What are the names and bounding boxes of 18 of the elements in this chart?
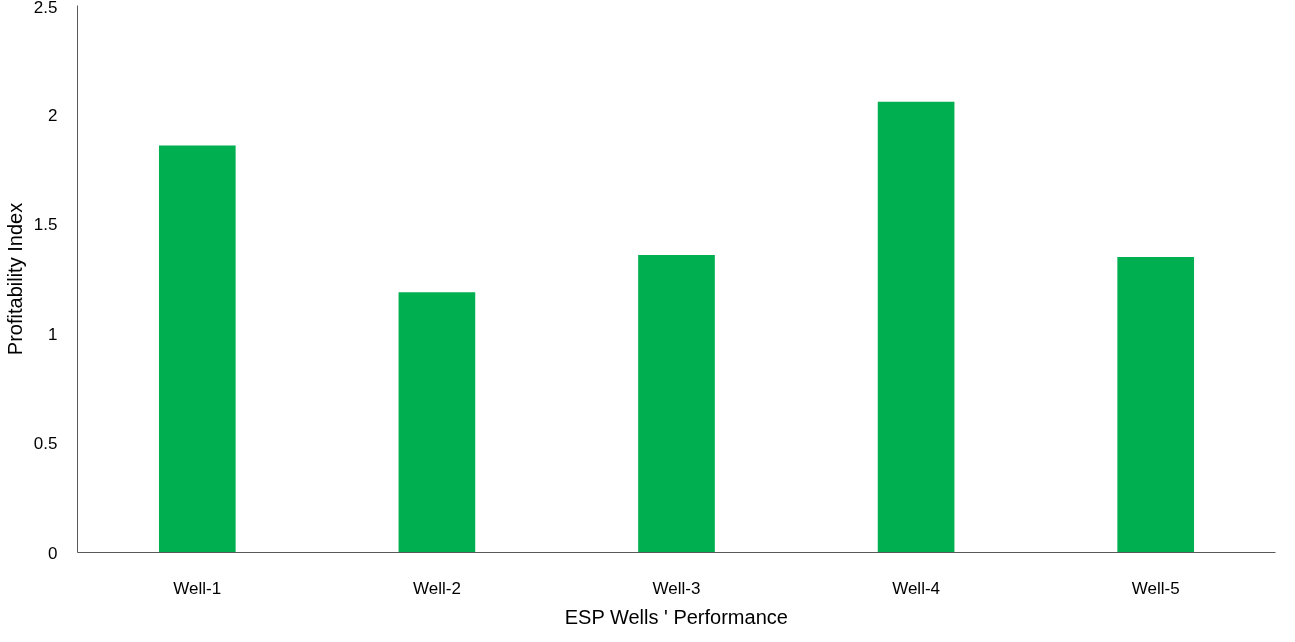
- y-tick-label: 0.5: [33, 434, 58, 454]
- x-tick-label: Well-4: [892, 578, 941, 598]
- bar: [398, 292, 476, 553]
- x-tick-label: Well-5: [1131, 578, 1180, 598]
- bar: [158, 145, 236, 553]
- y-tick-label: 1.5: [33, 215, 58, 235]
- x-tick-label: Well-2: [412, 578, 461, 598]
- y-axis-title: Profitability Index: [3, 202, 26, 356]
- bar: [877, 101, 955, 553]
- y-tick-label: 2.5: [33, 0, 58, 17]
- x-tick-label: Well-3: [652, 578, 701, 598]
- bar: [1117, 257, 1195, 553]
- x-axis-title: ESP Wells ' Performance: [564, 605, 788, 628]
- x-tick-label: Well-1: [173, 578, 222, 598]
- bar: [638, 254, 715, 553]
- y-tick-label: 0: [48, 543, 58, 563]
- y-tick-label: 1: [48, 324, 58, 344]
- y-tick-label: 2: [48, 105, 58, 125]
